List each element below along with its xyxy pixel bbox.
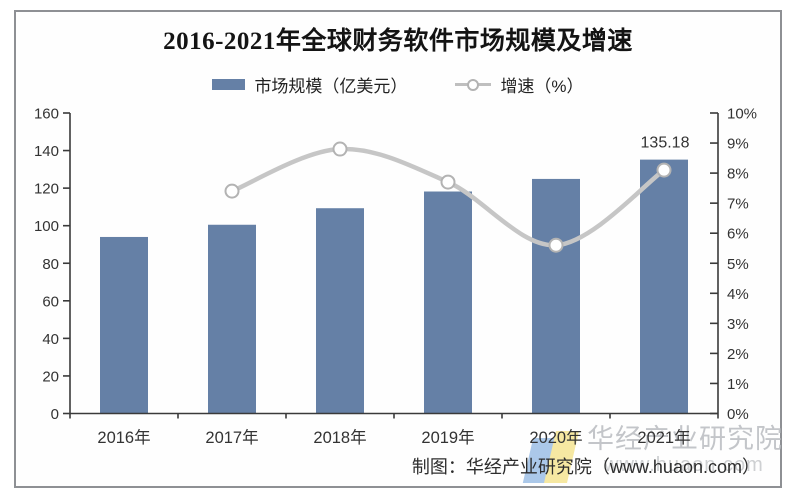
circle-marker-icon [467, 79, 480, 91]
bar-2020年 [532, 178, 580, 414]
left-tick-label: 0 [51, 406, 59, 423]
bar-2021年 [640, 159, 688, 414]
right-tick-label: 2% [727, 346, 749, 363]
bar-2016年 [100, 236, 148, 414]
left-tick-label: 160 [34, 106, 59, 123]
marker-2021年 [656, 162, 672, 178]
right-tick-label: 1% [727, 376, 749, 393]
right-tick-label: 7% [727, 196, 749, 213]
left-tick-label: 120 [34, 181, 59, 198]
left-tick-label: 60 [42, 293, 59, 310]
legend-item-growth: 增速（%） [455, 72, 584, 97]
marker-2019年 [440, 174, 456, 190]
category-label: 2017年 [205, 428, 258, 447]
watermark-url: www.huaon.com [604, 454, 764, 476]
legend-item-market-size: 市场规模（亿美元） [212, 72, 407, 97]
category-label: 2018年 [313, 428, 366, 447]
line-marker-swatch-icon [455, 78, 492, 91]
category-label: 2020年 [529, 428, 582, 447]
bar-2019年 [424, 191, 472, 414]
left-tick-label: 40 [42, 331, 59, 348]
right-tick-label: 8% [727, 166, 749, 183]
right-tick-label: 5% [727, 256, 749, 273]
legend-label-growth: 增速（%） [500, 77, 584, 96]
category-label: 2019年 [421, 428, 474, 447]
right-tick-label: 10% [727, 106, 757, 123]
right-tick-label: 0% [727, 406, 749, 423]
left-tick-label: 80 [42, 256, 59, 273]
right-tick-label: 3% [727, 316, 749, 333]
right-tick-label: 9% [727, 136, 749, 153]
bar-2018年 [316, 208, 364, 414]
right-tick-label: 6% [727, 226, 749, 243]
footer-credit: 制图：华经产业研究院（www.huaon.com） [411, 457, 760, 477]
category-label: 2021年 [637, 428, 690, 447]
chart-title: 2016-2021年全球财务软件市场规模及增速 [163, 28, 633, 55]
bar-swatch-icon [212, 79, 246, 90]
right-tick-label: 4% [727, 286, 749, 303]
marker-2018年 [332, 141, 348, 157]
left-tick-label: 140 [34, 143, 59, 160]
marker-2017年 [224, 183, 240, 199]
bar-2017年 [208, 224, 256, 414]
marker-2020年 [548, 237, 564, 253]
left-tick-label: 100 [34, 218, 59, 235]
category-label: 2016年 [97, 428, 150, 447]
data-label: 135.18 [641, 135, 690, 152]
legend-label-market-size: 市场规模（亿美元） [254, 77, 408, 96]
left-tick-label: 20 [42, 368, 59, 385]
watermark-brand: 华经产业研究院 [587, 424, 783, 454]
legend: 市场规模（亿美元） 增速（%） [0, 72, 796, 97]
